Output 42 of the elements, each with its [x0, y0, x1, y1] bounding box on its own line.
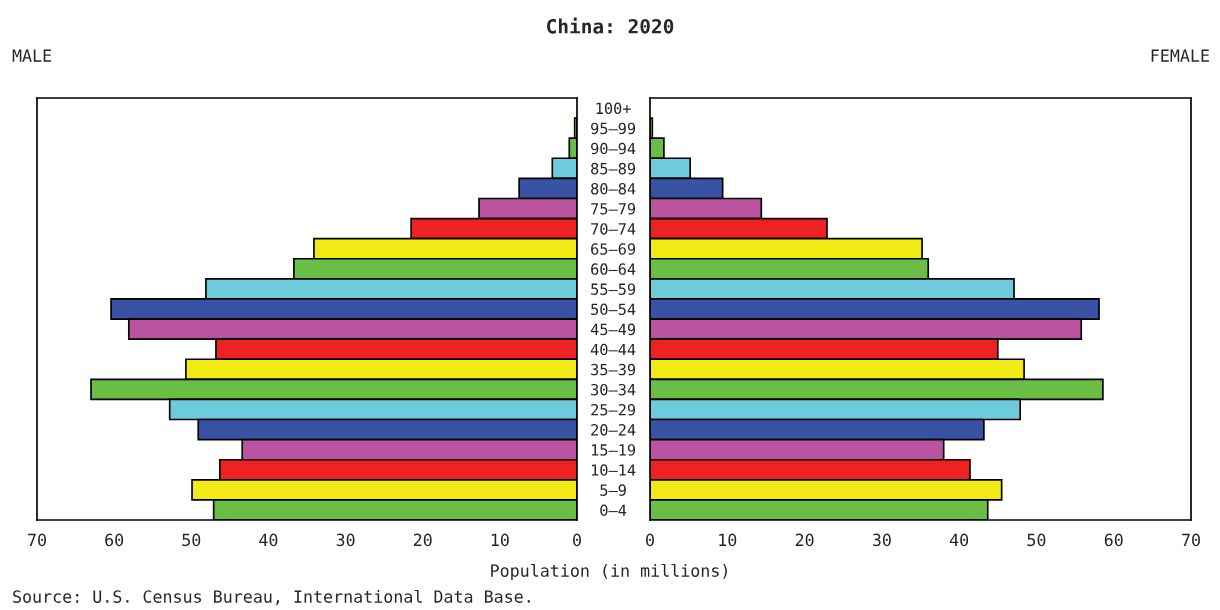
y-tick-label: 100+	[596, 102, 631, 115]
y-tick-label: 65–69	[591, 243, 636, 255]
x-tick-label: 0	[573, 533, 581, 547]
y-tick-label: 25–29	[591, 403, 636, 416]
x-tick-label: 70	[1182, 533, 1200, 547]
x-tick-label: 30	[336, 533, 355, 547]
chart-title: China: 2020	[547, 17, 674, 34]
x-axis-title: Population (in millions)	[491, 563, 727, 581]
y-tick-label: 80–84	[591, 182, 636, 195]
y-tick-label: 55–59	[591, 283, 636, 295]
x-tick-label: 70	[28, 533, 46, 547]
y-tick-label: 10–14	[591, 464, 636, 476]
chart-subtitle: FEMALE	[1151, 49, 1209, 62]
x-tick-label: 30	[872, 533, 891, 547]
y-tick-label: 5–9	[600, 484, 626, 496]
x-tick-label: 0	[646, 533, 654, 547]
y-tick-label: 35–39	[591, 363, 636, 376]
y-tick-label: 0–4	[600, 504, 627, 517]
y-tick-label: 95–99	[591, 122, 636, 135]
y-tick-label: 50–54	[591, 303, 636, 316]
x-tick-label: 10	[491, 533, 509, 547]
x-tick-label: 50	[182, 533, 201, 547]
x-tick-label: 60	[1104, 533, 1123, 547]
x-tick-label: 20	[413, 533, 432, 547]
y-tick-label: 40–44	[590, 343, 636, 356]
y-tick-label: 75–79	[591, 203, 636, 215]
y-tick-label: 60–64	[591, 263, 636, 275]
x-tick-label: 10	[719, 533, 737, 547]
y-tick-label: 85–89	[591, 162, 636, 175]
y-tick-label: 15–19	[591, 444, 636, 456]
y-tick-label: 90–94	[591, 142, 636, 155]
x-tick-label: 60	[105, 533, 124, 547]
y-tick-label: 30–34	[591, 383, 636, 396]
y-tick-label: 20–24	[591, 424, 636, 436]
source-note: Source: U.S. Census Bureau, International Data Base.	[13, 589, 530, 605]
x-tick-label: 40	[259, 533, 278, 547]
chart-subtitle: MALE	[12, 49, 52, 62]
x-tick-label: 20	[795, 533, 814, 547]
y-tick-label: 45–49	[590, 323, 636, 336]
x-tick-label: 50	[1027, 533, 1046, 547]
x-tick-label: 40	[949, 533, 969, 547]
y-tick-label: 70–74	[591, 223, 636, 235]
